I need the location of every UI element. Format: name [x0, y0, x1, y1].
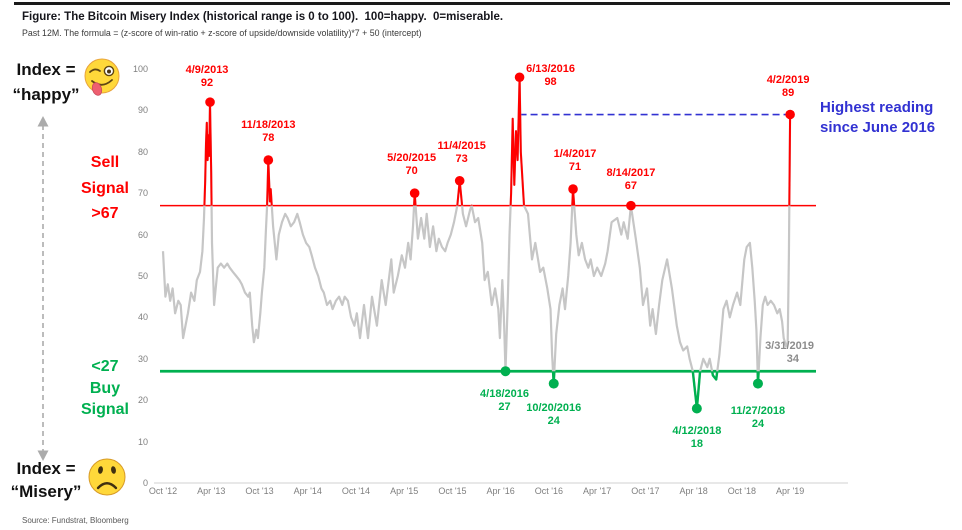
sell-signal-dot: [785, 109, 795, 120]
sell-signal-annotation-value: 98: [544, 76, 557, 89]
index-happy-line1: Index =: [16, 60, 76, 79]
sell-signal-annotation: 11/18/2013 78: [220, 119, 316, 145]
y-axis-tick-label: 100: [132, 64, 148, 74]
buy-signal-label: <27 Buy Signal: [60, 356, 150, 421]
y-axis-tick-label: 50: [137, 271, 148, 281]
x-axis-tick-label: Apr '14: [293, 486, 322, 496]
note-line1: Highest reading: [820, 99, 934, 116]
sell-signal-annotation-date: 11/4/2015: [437, 139, 486, 152]
buy-signal-annotation-value: 24: [751, 417, 765, 430]
x-axis-tick-label: Oct '17: [631, 486, 660, 496]
sell-label-line3: >67: [91, 205, 119, 222]
x-axis-tick-label: Apr '18: [679, 486, 708, 496]
x-axis-tick-label: Apr '19: [775, 486, 805, 496]
buy-signal-dot: [752, 378, 763, 389]
index-misery-line1: Index =: [16, 459, 76, 478]
buy-signal-annotation: 4/18/2016 27: [457, 388, 553, 414]
buy-signal-annotation: 10/20/2016 24: [506, 402, 602, 428]
sell-signal-annotation-value: 92: [200, 77, 214, 90]
x-axis-tick-label: Oct '12: [148, 486, 178, 496]
sell-signal-annotation: 5/20/2015 70: [364, 152, 460, 178]
buy-signal-annotation-value: 27: [498, 401, 511, 414]
y-axis-tick-label: 30: [137, 353, 148, 364]
buy-signal-annotation-value: 18: [690, 438, 703, 451]
sell-signal-dot: [263, 155, 274, 165]
sell-signal-annotation-date: 4/9/2013: [185, 64, 229, 77]
y-axis-tick-label: 20: [137, 395, 148, 406]
buy-signal-annotation-date: 10/20/2016: [526, 401, 582, 414]
x-axis-tick-label: Oct '14: [341, 486, 371, 496]
y-axis-tick-label: 90: [137, 105, 148, 116]
sell-signal-annotation-date: 8/14/2017: [606, 166, 656, 179]
sell-signal-dot: [205, 97, 215, 107]
sell-signal-annotation-date: 5/20/2015: [387, 152, 437, 165]
latest-reading-value: 34: [786, 353, 799, 365]
happy-misery-range-arrow: [37, 116, 49, 461]
sell-signal-dot: [409, 188, 420, 198]
buy-signal-annotation-value: 24: [547, 414, 560, 427]
sell-signal-annotation: 8/14/2017 67: [583, 167, 679, 193]
sell-label-line1: Sell: [90, 154, 120, 171]
index-misery-label: Index = “Misery”: [0, 457, 92, 503]
y-axis-tick-label: 70: [137, 188, 148, 199]
sell-signal-annotation-value: 73: [455, 152, 468, 165]
x-axis-tick-label: Apr '16: [486, 486, 515, 496]
x-axis-tick-label: Oct '16: [534, 486, 564, 496]
buy-label-line3: Signal: [80, 401, 129, 418]
sad-face-icon: [88, 458, 126, 496]
sell-signal-annotation-value: 89: [781, 86, 795, 99]
sell-signal-dot: [568, 184, 578, 194]
x-axis-tick-label: Apr '13: [197, 486, 226, 496]
latest-reading-annotation: 3/31/2019 34: [722, 340, 814, 366]
x-axis-tick-label: Oct '13: [245, 486, 274, 496]
sell-signal-annotation-value: 78: [262, 132, 275, 145]
source-credit: Source: Fundstrat, Bloomberg: [22, 516, 129, 525]
index-misery-line2: “Misery”: [10, 482, 82, 501]
x-axis-tick-label: Oct '15: [438, 486, 467, 496]
buy-signal-dot: [500, 366, 511, 377]
x-axis-tick-label: Oct '18: [727, 486, 756, 496]
y-axis-tick-label: 40: [137, 312, 148, 323]
buy-signal-dot: [548, 378, 559, 389]
sell-signal-annotation-value: 70: [405, 165, 418, 178]
figure-title: Figure: The Bitcoin Misery Index (histor…: [22, 11, 504, 23]
sell-signal-annotation-value: 67: [624, 179, 638, 192]
figure-subtitle: Past 12M. The formula = (z-score of win-…: [22, 28, 422, 38]
note-line2: since June 2016: [820, 118, 936, 136]
y-axis-tick-label: 60: [137, 229, 148, 240]
y-axis-tick-label: 0: [142, 478, 148, 488]
latest-reading-date: 3/31/2019: [765, 340, 814, 352]
sell-signal-annotation: 4/9/2013 92: [159, 64, 255, 90]
top-rule: [14, 2, 950, 5]
y-axis-tick-label: 80: [137, 146, 148, 157]
sell-signal-annotation: 11/4/2015 73: [414, 140, 510, 166]
sell-signal-label: Sell Signal >67: [60, 150, 150, 227]
highest-reading-note: Highest reading since June 2016: [820, 98, 962, 137]
sell-signal-dot: [626, 200, 636, 211]
sell-label-line2: Signal: [80, 179, 129, 197]
buy-signal-annotation-date: 4/12/2018: [672, 425, 722, 438]
sell-signal-annotation: 6/13/2016 98: [503, 63, 599, 89]
buy-signal-annotation: 11/27/2018 24: [710, 405, 806, 431]
buy-signal-annotation: 4/12/2018 18: [649, 425, 745, 451]
sell-signal-annotation: 4/2/2019 89: [740, 74, 836, 100]
sell-signal-annotation-date: 6/13/2016: [526, 63, 576, 76]
sell-signal-annotation-date: 11/18/2013: [241, 119, 296, 132]
x-axis-tick-label: Apr '17: [583, 486, 612, 496]
buy-signal-dot: [691, 403, 702, 414]
index-happy-line2: “happy”: [12, 85, 80, 104]
sell-signal-annotation-date: 1/4/2017: [553, 148, 597, 161]
buy-label-line2: Buy: [89, 379, 121, 397]
sell-signal-annotation-date: 4/2/2019: [766, 73, 810, 86]
x-axis-tick-label: Apr '15: [390, 486, 419, 496]
sell-signal-annotation: 1/4/2017 71: [527, 148, 623, 174]
sell-signal-annotation-value: 71: [568, 161, 582, 174]
y-axis-tick-label: 10: [137, 436, 148, 447]
index-happy-label: Index = “happy”: [0, 57, 92, 107]
buy-label-line1: <27: [91, 358, 119, 375]
buy-signal-annotation-date: 11/27/2018: [730, 404, 786, 417]
buy-signal-annotation-date: 4/18/2016: [480, 388, 529, 401]
